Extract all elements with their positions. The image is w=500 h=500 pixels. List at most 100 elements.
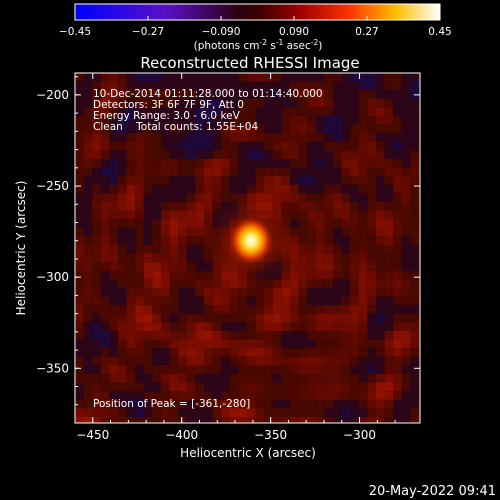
image-pixel: [186, 73, 196, 82]
image-pixel: [290, 399, 299, 409]
image-pixel: [272, 116, 282, 125]
image-pixel: [204, 219, 213, 228]
image-pixel: [75, 288, 84, 297]
image-pixel: [290, 365, 299, 374]
image-pixel: [358, 107, 368, 116]
image-pixel: [384, 107, 394, 116]
image-pixel: [109, 184, 118, 194]
image-pixel: [367, 279, 376, 288]
image-pixel: [221, 313, 230, 323]
image-pixel: [393, 124, 402, 134]
image-pixel: [333, 236, 342, 245]
image-pixel: [221, 193, 230, 202]
image-pixel: [118, 348, 127, 357]
image-pixel: [333, 176, 342, 185]
image-pixel: [341, 296, 351, 306]
image-pixel: [350, 107, 359, 116]
image-pixel: [238, 313, 247, 323]
image-pixel: [169, 356, 179, 366]
image-pixel: [204, 339, 213, 349]
image-pixel: [126, 90, 136, 99]
image-pixel: [384, 339, 394, 349]
image-pixel: [307, 184, 316, 194]
image-pixel: [195, 159, 204, 168]
image-pixel: [212, 176, 222, 185]
image-pixel: [118, 408, 127, 417]
image-pixel: [178, 348, 187, 357]
image-pixel: [324, 391, 333, 400]
image-pixel: [212, 374, 222, 383]
image-pixel: [341, 150, 351, 159]
image-pixel: [83, 399, 93, 409]
image-pixel: [229, 184, 239, 194]
image-pixel: [298, 417, 308, 423]
image-pixel: [358, 270, 368, 280]
image-pixel: [118, 227, 127, 237]
image-pixel: [152, 150, 161, 159]
image-pixel: [401, 305, 411, 314]
image-pixel: [247, 288, 256, 297]
image-pixel: [92, 279, 101, 288]
image-pixel: [109, 245, 118, 254]
image-pixel: [195, 81, 204, 91]
image-pixel: [109, 227, 118, 237]
image-pixel: [393, 167, 402, 177]
y-axis-label: Heliocentric Y (arcsec): [14, 181, 28, 316]
image-pixel: [410, 322, 419, 331]
colorbar-tick-label: −0.45: [59, 26, 91, 38]
image-pixel: [75, 365, 84, 374]
image-pixel: [109, 288, 118, 297]
image-pixel: [255, 339, 265, 349]
image-pixel: [272, 184, 282, 194]
image-pixel: [298, 348, 308, 357]
image-pixel: [238, 288, 247, 297]
image-pixel: [247, 73, 256, 82]
image-pixel: [195, 391, 204, 400]
image-pixel: [152, 202, 161, 211]
image-pixel: [393, 408, 402, 417]
image-pixel: [92, 365, 101, 374]
image-pixel: [195, 98, 204, 108]
image-pixel: [238, 73, 247, 82]
image-pixel: [290, 331, 299, 340]
image-pixel: [229, 331, 239, 340]
image-pixel: [264, 73, 273, 82]
image-pixel: [272, 417, 282, 423]
image-pixel: [410, 365, 419, 374]
image-pixel: [247, 296, 256, 306]
image-pixel: [212, 133, 222, 142]
image-pixel: [83, 245, 93, 254]
image-pixel: [92, 305, 101, 314]
image-pixel: [350, 262, 359, 271]
image-pixel: [358, 184, 368, 194]
image-pixel: [204, 365, 213, 374]
image-pixel: [333, 98, 342, 108]
image-pixel: [169, 253, 179, 263]
image-pixel: [264, 98, 273, 108]
image-pixel: [272, 141, 282, 151]
image-pixel: [83, 193, 93, 202]
image-pixel: [75, 236, 84, 245]
image-pixel: [333, 116, 342, 125]
image-pixel: [358, 322, 368, 331]
image-pixel: [264, 331, 273, 340]
image-pixel: [358, 133, 368, 142]
image-pixel: [152, 141, 161, 151]
image-pixel: [324, 124, 333, 134]
image-pixel: [367, 227, 376, 237]
image-pixel: [307, 288, 316, 297]
image-pixel: [195, 133, 204, 142]
image-pixel: [401, 90, 411, 99]
image-pixel: [393, 176, 402, 185]
image-pixel: [221, 159, 230, 168]
image-pixel: [92, 245, 101, 254]
annotation-time-range: 10-Dec-2014 01:11:28.000 to 01:14:40.000: [93, 88, 323, 100]
image-pixel: [341, 356, 351, 366]
image-pixel: [83, 219, 93, 228]
image-pixel: [169, 305, 179, 314]
image-pixel: [221, 107, 230, 116]
image-pixel: [229, 167, 239, 177]
image-pixel: [358, 339, 368, 349]
image-pixel: [324, 133, 333, 142]
image-pixel: [264, 374, 273, 383]
